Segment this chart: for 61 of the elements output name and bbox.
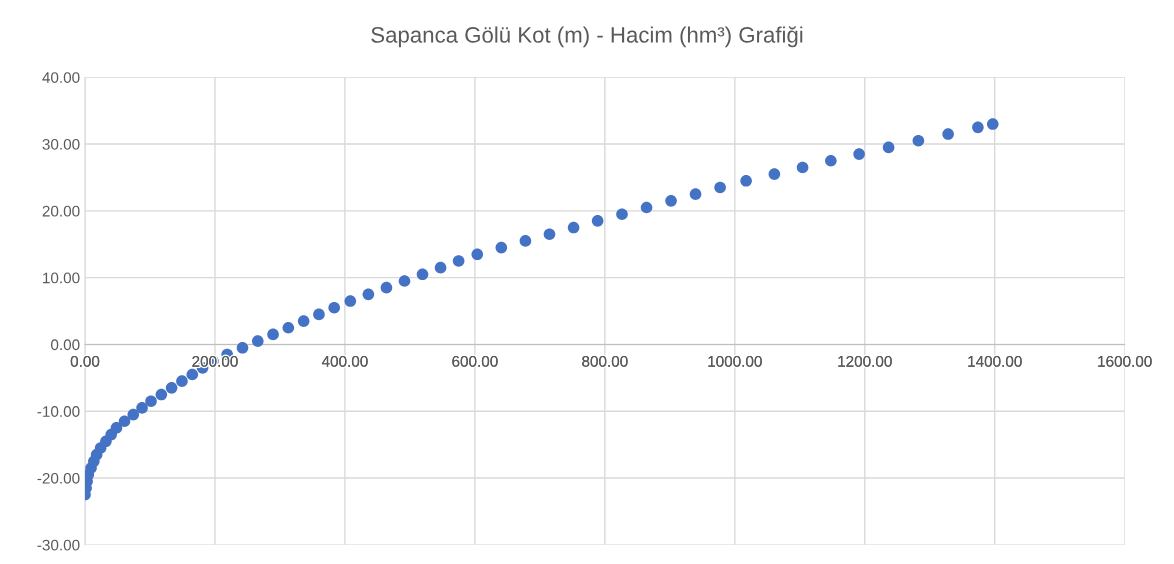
point xyxy=(251,335,264,347)
point xyxy=(186,368,199,381)
y-tick-label: 20.00 xyxy=(42,205,80,217)
y-tick-label: 40.00 xyxy=(42,72,80,83)
x-tick-label: 400.00 xyxy=(321,355,368,367)
point xyxy=(543,228,556,241)
point xyxy=(416,268,429,281)
point xyxy=(165,382,178,394)
point xyxy=(452,255,465,267)
point xyxy=(519,235,532,247)
x-tick-label: 800.00 xyxy=(582,355,628,367)
point xyxy=(380,281,393,294)
point xyxy=(640,201,653,214)
x-tick-label: 600.00 xyxy=(452,355,498,367)
x-tick-label: 0.00 xyxy=(70,355,100,367)
point xyxy=(972,121,984,134)
point xyxy=(740,174,752,187)
point xyxy=(768,168,781,180)
point xyxy=(912,134,925,147)
point xyxy=(282,321,295,334)
point xyxy=(297,315,310,327)
x-tick-label: 1400.00 xyxy=(968,355,1022,367)
point xyxy=(398,275,411,287)
point xyxy=(267,328,279,341)
point xyxy=(362,288,375,301)
y-tick-label: -20.00 xyxy=(37,472,80,484)
point xyxy=(118,415,131,428)
point xyxy=(882,141,895,154)
y-tick-label: -30.00 xyxy=(37,539,80,551)
point xyxy=(434,261,447,274)
point xyxy=(714,181,726,194)
point xyxy=(665,195,677,207)
point xyxy=(591,215,604,227)
point xyxy=(616,208,628,220)
point xyxy=(986,118,999,130)
point xyxy=(471,248,484,261)
point xyxy=(853,148,865,160)
point xyxy=(567,221,580,234)
y-tick-label: 10.00 xyxy=(43,272,80,284)
point xyxy=(176,375,188,387)
point xyxy=(155,388,168,401)
point xyxy=(942,128,954,140)
x-tick-label: 1200.00 xyxy=(838,355,892,367)
point xyxy=(495,241,508,254)
point xyxy=(344,295,357,307)
x-tick-label: 1000.00 xyxy=(708,355,762,367)
x-tick-label: 1600.00 xyxy=(1098,355,1152,367)
point xyxy=(796,161,809,174)
point xyxy=(825,154,837,167)
y-tick-label: 30.00 xyxy=(42,138,80,150)
point xyxy=(313,308,325,321)
point xyxy=(110,422,123,434)
point xyxy=(328,301,341,314)
point xyxy=(689,188,702,200)
point xyxy=(145,395,157,408)
point xyxy=(127,408,140,421)
y-tick-label: 0.00 xyxy=(51,339,80,351)
point xyxy=(236,341,249,354)
point xyxy=(136,402,148,414)
chart-title: Sapanca Gölü Kot (m) - Hacim (hm³) Grafiği xyxy=(371,26,803,48)
y-tick-label: -10.00 xyxy=(37,406,80,417)
